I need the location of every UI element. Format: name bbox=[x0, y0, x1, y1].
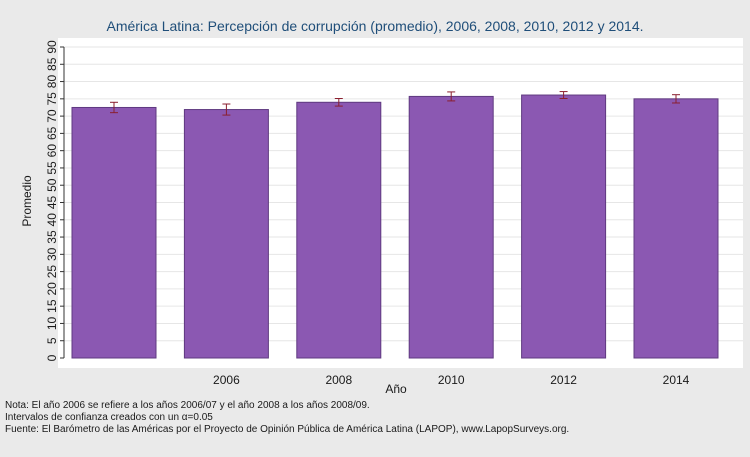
y-tick-label: 50 bbox=[45, 178, 59, 192]
note-line: Intervalos de confianza creados con un α… bbox=[5, 412, 213, 423]
x-tick-label: 2006 bbox=[213, 373, 240, 387]
y-tick-label: 85 bbox=[45, 57, 59, 71]
bar bbox=[633, 98, 719, 359]
y-tick-label: 70 bbox=[45, 109, 59, 123]
y-tick-label: 20 bbox=[45, 282, 59, 296]
y-tick-label: 15 bbox=[45, 299, 59, 313]
y-tick-label: 45 bbox=[45, 196, 59, 210]
y-tick-label: 60 bbox=[45, 144, 59, 158]
bar bbox=[296, 101, 382, 359]
error-bars bbox=[110, 91, 680, 116]
y-tick-label: 5 bbox=[45, 337, 59, 344]
x-tick-label: 2008 bbox=[325, 373, 352, 387]
y-axis: 0 5 10 15 20 25 30 35 40 45 50 55 60 65 70 75 80 85 90 bbox=[45, 40, 65, 361]
y-tick-label: 35 bbox=[45, 230, 59, 244]
y-tick-label: 25 bbox=[45, 265, 59, 279]
y-tick-label: 75 bbox=[45, 92, 59, 106]
x-tick-label: 2010 bbox=[438, 373, 465, 387]
y-tick-label: 80 bbox=[45, 75, 59, 89]
gridlines bbox=[64, 46, 743, 342]
bar bbox=[521, 94, 607, 359]
note-line: Nota: El año 2006 se refiere a los años … bbox=[5, 400, 370, 411]
chart-notes: Nota: El año 2006 se refiere a los años … bbox=[5, 400, 569, 436]
bar bbox=[408, 95, 494, 359]
y-tick-label: 30 bbox=[45, 247, 59, 261]
y-tick-label: 65 bbox=[45, 126, 59, 140]
y-tick-label: 0 bbox=[45, 354, 59, 361]
bar-series bbox=[71, 94, 719, 359]
y-tick-label: 90 bbox=[45, 40, 59, 54]
x-tick-label: 2014 bbox=[663, 373, 690, 387]
bar bbox=[71, 106, 157, 359]
y-tick-label: 55 bbox=[45, 161, 59, 175]
y-tick-label: 40 bbox=[45, 213, 59, 227]
chart-title: América Latina: Percepción de corrupción… bbox=[106, 18, 643, 34]
x-tick-label: 2012 bbox=[550, 373, 577, 387]
y-axis-label: Promedio bbox=[20, 175, 34, 227]
note-line: Fuente: El Barómetro de las Américas por… bbox=[5, 424, 570, 435]
x-axis: 2006 2008 2010 2012 2014 bbox=[213, 373, 690, 387]
x-axis-label: Año bbox=[385, 382, 407, 396]
bar bbox=[183, 109, 269, 359]
y-tick-label: 10 bbox=[45, 316, 59, 330]
